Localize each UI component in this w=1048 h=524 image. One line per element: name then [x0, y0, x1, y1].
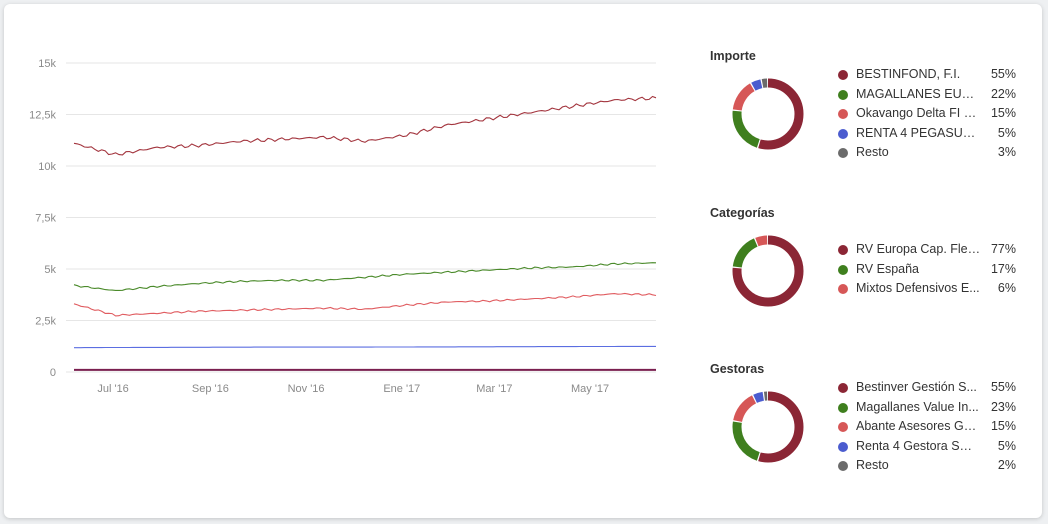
- legend-percentage: 6%: [997, 281, 1016, 295]
- legend-item[interactable]: Mixtos Defensivos E... 6%: [838, 279, 1016, 299]
- legend-label: RENTA 4 PEGASUS FI: [856, 125, 981, 140]
- line-chart: 0 2,5k 5k 7,5k 10k 12,5k 15k Jul '16 Sep '16 Nov …: [29, 58, 657, 395]
- donut-chart-categorias: [732, 235, 804, 307]
- legend-color-dot: [838, 89, 848, 100]
- legend-label: Okavango Delta FI C...: [856, 106, 981, 120]
- panel-title-categorias: Categorías: [710, 206, 775, 220]
- legend-percentage: 23%: [990, 399, 1016, 414]
- legend-percentage: 3%: [997, 145, 1016, 159]
- y-tick-label: 2,5k: [35, 316, 56, 328]
- legend-color-dot: [838, 284, 848, 294]
- legend-item[interactable]: Okavango Delta FI C... 15%: [838, 104, 1016, 124]
- legend-percentage: 77%: [990, 242, 1016, 256]
- legend-color-dot: [838, 109, 848, 119]
- donut-slice[interactable]: [732, 391, 804, 463]
- legend-item[interactable]: MAGALLANES EURO... 22%: [838, 85, 1016, 105]
- x-tick-label: Ene '17: [383, 383, 420, 395]
- legend-item[interactable]: Resto 3%: [838, 143, 1016, 163]
- legend-color-dot: [838, 461, 848, 471]
- y-tick-label: 10k: [38, 161, 56, 173]
- donut-chart-gestoras: [732, 391, 804, 463]
- donut-slice[interactable]: [732, 78, 804, 150]
- legend-color-dot: [838, 245, 848, 255]
- legend-color-dot: [838, 441, 848, 452]
- legend-item[interactable]: Abante Asesores Ge... 15%: [838, 417, 1016, 437]
- legend-label: Magallanes Value In...: [856, 399, 979, 414]
- legend-percentage: 15%: [990, 106, 1016, 120]
- legend-item[interactable]: Renta 4 Gestora SGI... 5%: [838, 437, 1016, 457]
- donut-slice[interactable]: [732, 235, 804, 307]
- donut-slice[interactable]: [732, 78, 804, 150]
- legend-item[interactable]: Resto 2%: [838, 456, 1016, 476]
- y-tick-label: 0: [50, 367, 56, 379]
- legend-item[interactable]: RV España 17%: [838, 260, 1016, 280]
- y-tick-label: 5k: [44, 264, 56, 276]
- legend-color-dot: [838, 383, 848, 393]
- x-tick-label: Jul '16: [97, 383, 128, 395]
- legend-color-dot: [838, 402, 848, 413]
- x-tick-label: Sep '16: [192, 383, 229, 395]
- panel-title-gestoras: Gestoras: [710, 362, 765, 376]
- legend-percentage: 15%: [990, 419, 1016, 433]
- legend-percentage: 55%: [990, 380, 1016, 394]
- legend-label: Renta 4 Gestora SGI...: [856, 438, 981, 453]
- series-line-4: [74, 345, 656, 349]
- legend-percentage: 22%: [990, 86, 1016, 101]
- y-tick-label: 15k: [38, 58, 56, 70]
- y-tick-label: 12,5k: [29, 110, 56, 122]
- legend-color-dot: [838, 148, 848, 158]
- legend-categorias: RV Europa Cap. Flex... 77% RV España 17% Mix…: [838, 240, 1016, 299]
- legend-color-dot: [838, 128, 848, 139]
- dashboard-card: 0 2,5k 5k 7,5k 10k 12,5k 15k Jul '16 Sep '16 Nov …: [4, 4, 1042, 518]
- legend-label: RV España: [856, 261, 920, 276]
- legend-item[interactable]: BESTINFOND, F.I. 55%: [838, 65, 1016, 85]
- x-tick-label: May '17: [571, 383, 609, 395]
- legend-label: Bestinver Gestión S...: [856, 380, 977, 394]
- legend-percentage: 2%: [997, 458, 1016, 472]
- legend-percentage: 55%: [990, 67, 1016, 81]
- legend-percentage: 5%: [997, 125, 1016, 140]
- legend-gestoras: Bestinver Gestión S... 55% Magallanes Valu…: [838, 378, 1016, 476]
- legend-color-dot: [838, 264, 848, 275]
- legend-importe: BESTINFOND, F.I. 55% MAGALLANES EURO... 22%…: [838, 65, 1016, 163]
- panel-title-importe: Importe: [710, 49, 756, 63]
- donut-slice[interactable]: [732, 391, 804, 463]
- legend-label: MAGALLANES EURO...: [856, 86, 981, 101]
- legend-percentage: 5%: [997, 438, 1016, 453]
- series-line-1: [73, 95, 657, 156]
- legend-percentage: 17%: [990, 261, 1016, 276]
- legend-color-dot: [838, 70, 848, 80]
- series-line-3: [73, 292, 657, 317]
- legend-item[interactable]: RENTA 4 PEGASUS FI 5%: [838, 124, 1016, 144]
- legend-label: RV Europa Cap. Flex...: [856, 242, 981, 256]
- legend-label: Resto: [856, 145, 889, 159]
- x-tick-label: Nov '16: [288, 383, 325, 395]
- donut-chart-importe: [732, 78, 804, 150]
- y-tick-label: 7,5k: [35, 213, 56, 225]
- legend-label: Abante Asesores Ge...: [856, 419, 981, 433]
- x-tick-label: Mar '17: [476, 383, 512, 395]
- series-line-2: [73, 262, 657, 291]
- legend-item[interactable]: Magallanes Value In... 23%: [838, 398, 1016, 418]
- legend-item[interactable]: RV Europa Cap. Flex... 77%: [838, 240, 1016, 260]
- legend-label: Resto: [856, 458, 889, 472]
- legend-item[interactable]: Bestinver Gestión S... 55%: [838, 378, 1016, 398]
- legend-label: BESTINFOND, F.I.: [856, 67, 961, 81]
- legend-label: Mixtos Defensivos E...: [856, 281, 980, 295]
- legend-color-dot: [838, 422, 848, 432]
